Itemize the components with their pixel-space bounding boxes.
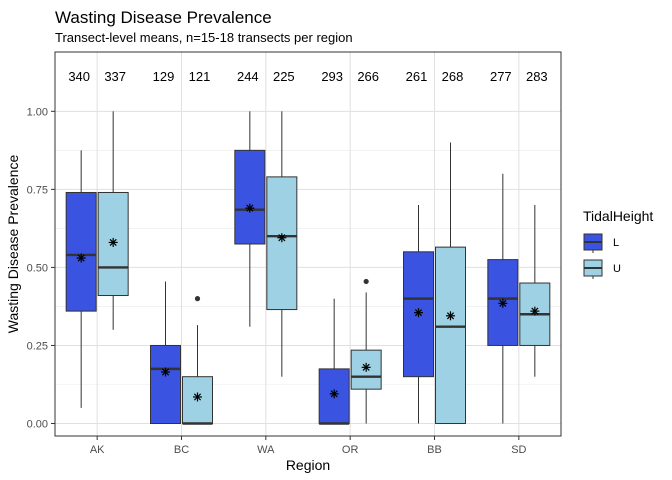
mean-marker	[498, 298, 508, 308]
chart-title: Wasting Disease Prevalence	[55, 8, 272, 27]
mean-marker	[108, 237, 118, 247]
x-tick-label: SD	[511, 444, 526, 456]
legend-label: L	[613, 237, 619, 249]
legend: TidalHeight L U	[583, 208, 653, 279]
legend-key-U: U	[583, 259, 621, 279]
mean-marker	[193, 392, 202, 402]
y-tick-label: 0.50	[27, 262, 48, 274]
mean-marker-stroke	[77, 254, 85, 262]
box-iqr	[435, 246, 466, 425]
mean-marker	[446, 311, 455, 321]
mean-marker-stroke	[278, 234, 286, 242]
mean-marker-stroke	[246, 204, 254, 212]
box-WA-U	[266, 111, 298, 377]
x-tick-label: BB	[427, 444, 442, 456]
mean-marker	[245, 203, 255, 213]
x-tick-label: AK	[90, 444, 105, 456]
box-WA-L	[234, 111, 266, 327]
box-iqr	[150, 344, 181, 425]
mean-marker	[161, 367, 170, 377]
count-label: 129	[153, 69, 175, 84]
mean-marker-stroke	[446, 312, 455, 320]
chart-subtitle: Transect-level means, n=15-18 transects …	[55, 30, 353, 45]
y-tick-label: 0.25	[27, 340, 48, 352]
mean-marker	[277, 233, 287, 243]
count-label: 225	[273, 69, 295, 84]
x-tick-label: WA	[257, 444, 275, 456]
count-label: 121	[189, 69, 211, 84]
x-tick-label: BC	[174, 444, 189, 456]
mean-marker-stroke	[193, 393, 202, 401]
mean-marker	[414, 308, 423, 318]
count-label: 266	[357, 69, 379, 84]
x-axis: AK BC WA OR BB SD	[90, 436, 527, 456]
mean-marker	[530, 306, 540, 316]
count-label: 293	[321, 69, 343, 84]
box-BB-L	[403, 204, 434, 424]
mean-marker-stroke	[330, 390, 338, 398]
y-tick-label: 0.00	[27, 419, 48, 431]
box-OR-L	[318, 298, 350, 425]
box-iqr	[234, 149, 266, 245]
outlier-point	[363, 278, 369, 285]
legend-key-L: L	[583, 233, 619, 253]
count-labels-layer: 340 337 129 121 244 225 293 266 261 268 277 283	[68, 69, 547, 84]
box-BC-L	[150, 281, 181, 425]
box-iqr	[266, 176, 298, 311]
boxes-layer	[65, 111, 551, 425]
count-label: 277	[490, 69, 512, 84]
mean-marker	[361, 362, 371, 372]
legend-label: U	[613, 263, 621, 275]
outlier-point	[194, 296, 201, 302]
y-axis: 0.00 0.25 0.50 0.75 1.00	[27, 106, 55, 431]
box-iqr	[65, 191, 97, 312]
mean-marker-stroke	[499, 299, 507, 307]
plot-panel	[55, 52, 561, 436]
grid-lines	[55, 52, 561, 436]
count-label: 261	[406, 69, 428, 84]
y-tick-label: 0.75	[27, 184, 48, 196]
mean-marker-stroke	[414, 309, 423, 317]
mean-marker	[329, 389, 339, 399]
box-iqr	[487, 259, 519, 346]
mean-marker-stroke	[362, 363, 370, 371]
plot-border	[54, 51, 562, 437]
mean-marker	[76, 253, 86, 263]
box-AK-U	[97, 111, 129, 330]
box-SD-L	[487, 173, 519, 424]
y-tick-label: 1.00	[27, 106, 48, 118]
box-SD-U	[519, 204, 551, 377]
count-label: 268	[442, 69, 464, 84]
count-label: 337	[104, 69, 126, 84]
box-BB-U	[435, 142, 466, 425]
count-label: 244	[237, 69, 259, 84]
mean-marker-stroke	[531, 307, 539, 315]
y-axis-title: Wasting Disease Prevalence	[5, 155, 21, 334]
count-label: 340	[68, 69, 90, 84]
legend-title: TidalHeight	[583, 208, 653, 224]
box-BC-U	[182, 296, 213, 425]
x-axis-title: Region	[286, 457, 330, 473]
box-AK-L	[65, 150, 97, 408]
mean-marker-stroke	[109, 238, 117, 247]
box-OR-U	[350, 278, 382, 424]
x-tick-label: OR	[342, 444, 359, 456]
mean-marker-stroke	[161, 368, 170, 376]
count-label: 283	[526, 69, 548, 84]
